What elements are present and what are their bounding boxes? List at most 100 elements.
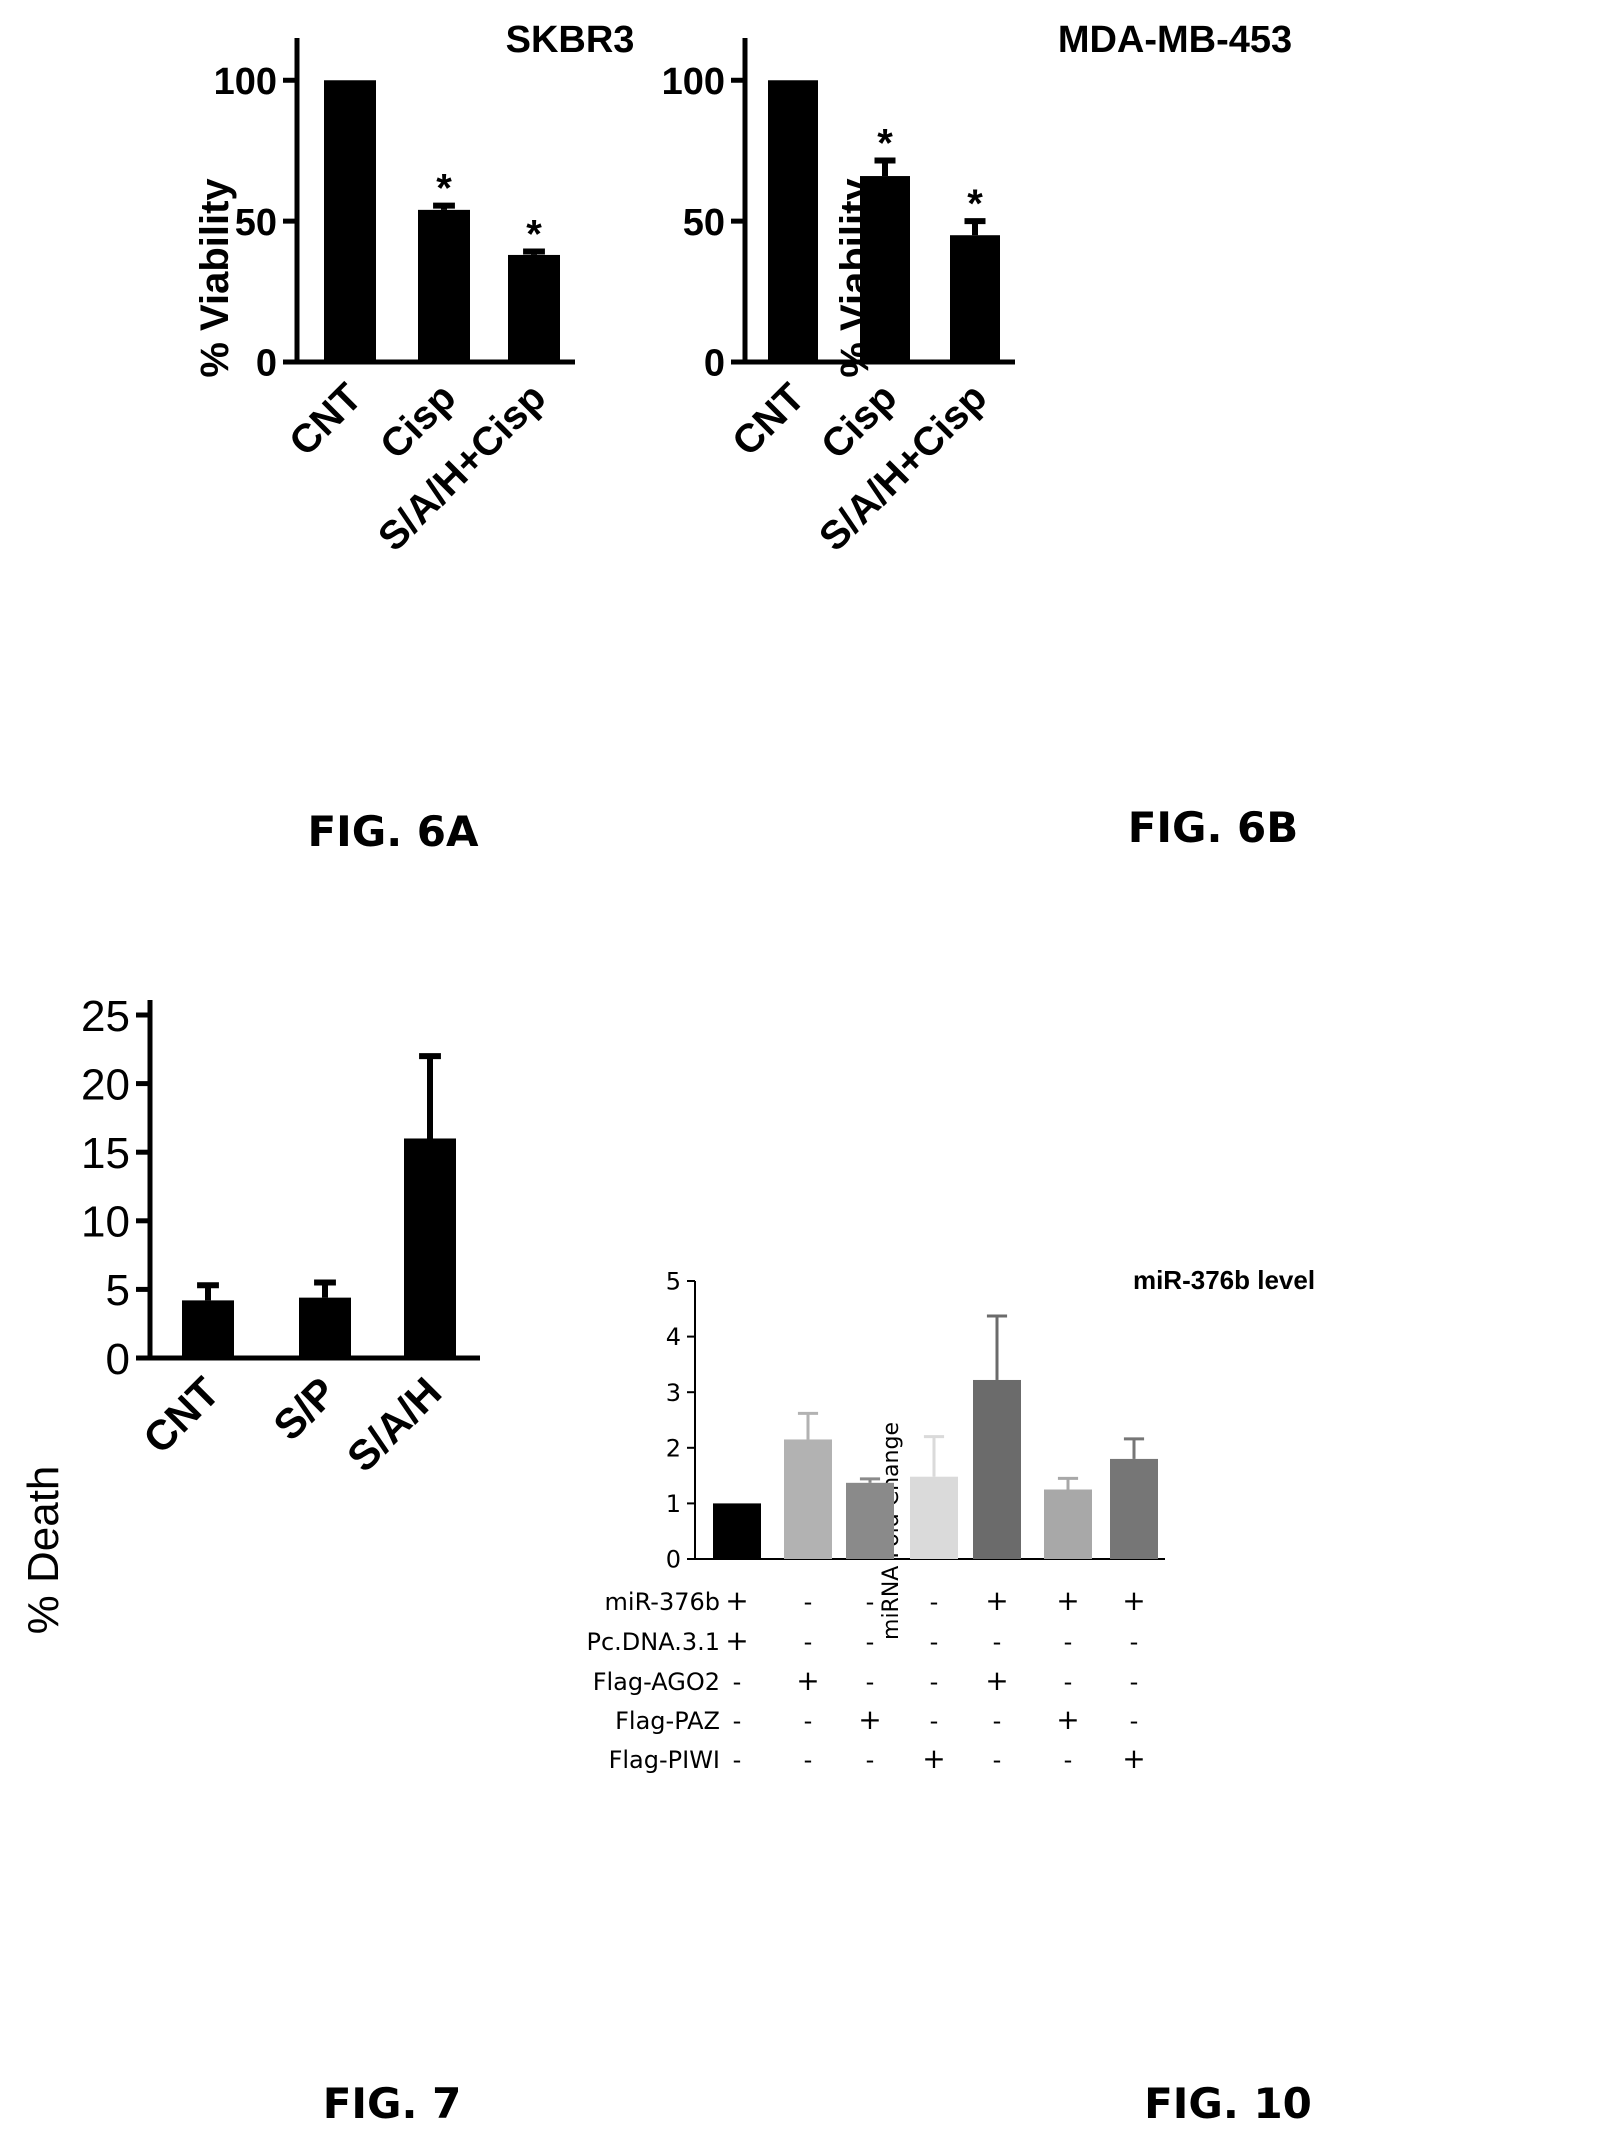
fig10-panel: miR-376b level miRNA Fold Change 012345 … — [586, 1265, 1315, 2128]
condition-row-label: Flag-PIWI — [609, 1746, 720, 1774]
y-tick-label: 4 — [666, 1323, 681, 1351]
condition-plus: + — [725, 1624, 748, 1657]
condition-plus: + — [922, 1742, 945, 1775]
fig7-plot-area: 0 5 10 15 20 25 CNT S/PS/A/H — [81, 992, 480, 1481]
condition-minus: - — [930, 1707, 939, 1735]
fig6b-caption: FIG. 6B — [1128, 803, 1299, 852]
condition-minus: - — [1130, 1707, 1139, 1735]
y-tick-label: 1 — [666, 1490, 681, 1518]
y-tick-label: 25 — [81, 992, 130, 1041]
y-tick-label: 5 — [666, 1268, 681, 1296]
y-tick-label: 15 — [81, 1129, 130, 1178]
condition-minus: - — [1130, 1668, 1139, 1696]
condition-plus: + — [985, 1584, 1008, 1617]
x-tick-label: CNT — [281, 375, 370, 464]
bar-1 — [713, 1503, 761, 1559]
fig10-plot-area: 0 1 2 3 4 5 — [666, 1268, 1165, 1574]
condition-minus: - — [1130, 1628, 1139, 1656]
y-tick-label: 100 — [214, 61, 277, 103]
bar-CNT — [324, 80, 376, 363]
condition-minus: - — [733, 1746, 742, 1774]
condition-plus: + — [985, 1664, 1008, 1697]
x-tick-label: S/A/H+Cisp — [811, 375, 995, 559]
fig7-caption: FIG. 7 — [323, 2079, 462, 2128]
y-tick-label: 0 — [106, 1335, 130, 1384]
condition-minus: - — [804, 1746, 813, 1774]
y-tick-label: 0 — [704, 343, 725, 385]
condition-minus: - — [993, 1746, 1002, 1774]
y-tick-label: 100 — [662, 61, 725, 103]
bar-Cisp — [418, 209, 470, 362]
bar-CNT — [182, 1300, 234, 1358]
condition-minus: - — [1064, 1628, 1073, 1656]
condition-plus: + — [1056, 1703, 1079, 1736]
y-tick-label: 2 — [666, 1434, 681, 1462]
fig10-caption: FIG. 10 — [1144, 2079, 1312, 2128]
significance-marker: * — [436, 167, 452, 211]
fig6a-caption: FIG. 6A — [307, 807, 479, 856]
condition-minus: - — [993, 1707, 1002, 1735]
y-tick-label: 0 — [256, 343, 277, 385]
bar-7 — [1110, 1458, 1158, 1559]
condition-minus: - — [930, 1668, 939, 1696]
bar-S/A/H+Cisp — [508, 254, 560, 362]
fig6b-title: MDA-MB-453 — [1058, 19, 1292, 61]
bar-3 — [846, 1482, 894, 1559]
condition-minus: - — [930, 1628, 939, 1656]
fig6a-title: SKBR3 — [506, 19, 635, 61]
condition-plus: + — [796, 1664, 819, 1697]
fig6a-y-axis-label: % Viability — [193, 178, 237, 378]
bar-6 — [1044, 1489, 1092, 1559]
x-tick-label: CNT — [134, 1368, 229, 1463]
condition-row-label: Pc.DNA.3.1 — [586, 1628, 720, 1656]
significance-marker: * — [526, 213, 542, 257]
bar-Cisp — [860, 176, 910, 362]
bar-S/A/H+Cisp — [950, 235, 1000, 362]
condition-minus: - — [1064, 1746, 1073, 1774]
condition-minus: - — [866, 1628, 875, 1656]
condition-plus: + — [1056, 1584, 1079, 1617]
condition-minus: - — [866, 1668, 875, 1696]
x-tick-label: S/A/H+Cisp — [370, 375, 554, 559]
condition-plus: + — [1122, 1584, 1145, 1617]
bar-2 — [784, 1439, 832, 1559]
condition-minus: - — [1064, 1668, 1073, 1696]
condition-row-label: Flag-AGO2 — [593, 1668, 720, 1696]
y-tick-label: 0 — [666, 1546, 681, 1574]
fig7-panel: % Death 0 5 10 15 20 25 CNT S/PS/A/H FIG. 7 — [19, 992, 480, 2128]
condition-minus: - — [993, 1628, 1002, 1656]
bar-5 — [973, 1379, 1021, 1559]
y-tick-label: 20 — [81, 1060, 130, 1109]
bar-S/A/H — [404, 1138, 456, 1358]
condition-minus: - — [804, 1628, 813, 1656]
significance-marker: * — [877, 122, 893, 166]
y-tick-label: 50 — [683, 202, 725, 244]
condition-minus: - — [930, 1588, 939, 1616]
bar-4 — [910, 1476, 958, 1559]
condition-minus: - — [733, 1707, 742, 1735]
x-tick-label: S/P — [264, 1368, 345, 1449]
condition-plus: + — [1122, 1742, 1145, 1775]
condition-minus: - — [866, 1588, 875, 1616]
condition-row-label: miR-376b — [605, 1588, 720, 1616]
condition-minus: - — [866, 1746, 875, 1774]
y-tick-label: 50 — [235, 202, 277, 244]
fig7-y-axis-label: % Death — [19, 1466, 68, 1635]
condition-plus: + — [858, 1703, 881, 1736]
bar-S/P — [299, 1297, 351, 1358]
condition-minus: - — [733, 1668, 742, 1696]
significance-marker: * — [967, 182, 983, 226]
fig10-title: miR-376b level — [1133, 1265, 1315, 1295]
x-tick-label: CNT — [724, 375, 813, 464]
condition-plus: + — [725, 1584, 748, 1617]
condition-minus: - — [804, 1707, 813, 1735]
fig10-condition-table: miR-376b + - - - + + +Pc.DNA.3.1 + - - - - - -Flag-AGO… — [586, 1584, 1145, 1775]
bar-CNT — [768, 80, 818, 363]
condition-row-label: Flag-PAZ — [615, 1707, 720, 1735]
x-tick-label: S/A/H — [338, 1368, 450, 1480]
condition-minus: - — [804, 1588, 813, 1616]
